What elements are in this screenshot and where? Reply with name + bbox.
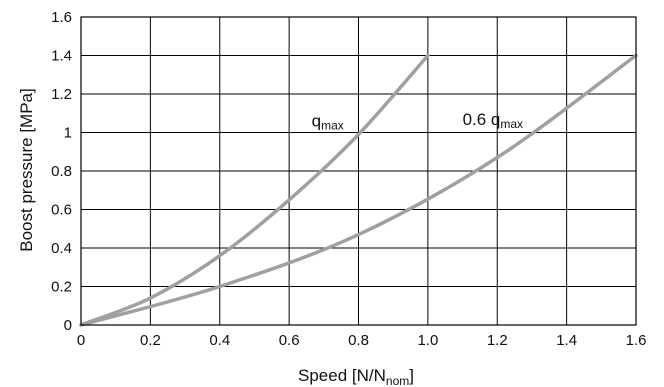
y-tick-label: 0.8 xyxy=(51,163,72,180)
series-lines xyxy=(79,53,638,327)
x-tick-label: 0.6 xyxy=(279,332,300,349)
x-tick-label: 0.8 xyxy=(348,332,369,349)
x-axis-label-subscript: nom xyxy=(386,374,409,387)
x-tick-label: 0.2 xyxy=(140,332,161,349)
x-axis-label: Speed [N/Nnom] xyxy=(298,366,414,387)
y-tick-label: 1.2 xyxy=(51,86,72,103)
series-label-subscript: max xyxy=(321,119,344,133)
y-tick-label: 0.4 xyxy=(51,240,72,257)
y-tick-label: 0.2 xyxy=(51,279,72,296)
y-tick-label: 1.6 xyxy=(51,9,72,26)
series-label-qmax: qmax xyxy=(312,112,344,133)
series-label-main: q xyxy=(312,112,321,131)
series-label-main: 0.6 q xyxy=(463,110,501,129)
series-labels: qmax 0.6 qmax xyxy=(312,110,523,133)
x-axis-label-main: Speed [N/N xyxy=(298,366,386,385)
y-tick-label: 0.6 xyxy=(51,202,72,219)
x-axis-label-end: ] xyxy=(409,366,414,385)
x-tick-labels: 0 0.2 0.4 0.6 0.8 1.0 1.2 1.4 1.6 xyxy=(77,332,647,349)
series-label-0-6-qmax: 0.6 qmax xyxy=(463,110,523,131)
series-line-0-6-qmax xyxy=(79,53,638,327)
x-tick-label: 1.0 xyxy=(417,332,438,349)
series-line-qmax xyxy=(79,53,430,327)
y-tick-label: 0 xyxy=(64,317,72,334)
grid-lines xyxy=(80,16,637,326)
y-axis-label: Boost pressure [MPa] xyxy=(17,88,36,251)
x-tick-label: 0 xyxy=(77,332,85,349)
y-tick-label: 1.4 xyxy=(51,48,72,65)
series-label-subscript: max xyxy=(500,117,523,131)
x-tick-label: 1.2 xyxy=(487,332,508,349)
y-tick-label: 1 xyxy=(64,125,72,142)
x-tick-label: 1.4 xyxy=(556,332,577,349)
y-tick-labels: 0 0.2 0.4 0.6 0.8 1 1.2 1.4 1.6 xyxy=(51,9,72,334)
x-tick-label: 1.6 xyxy=(626,332,647,349)
x-tick-label: 0.4 xyxy=(209,332,230,349)
plot-frame xyxy=(80,16,637,326)
